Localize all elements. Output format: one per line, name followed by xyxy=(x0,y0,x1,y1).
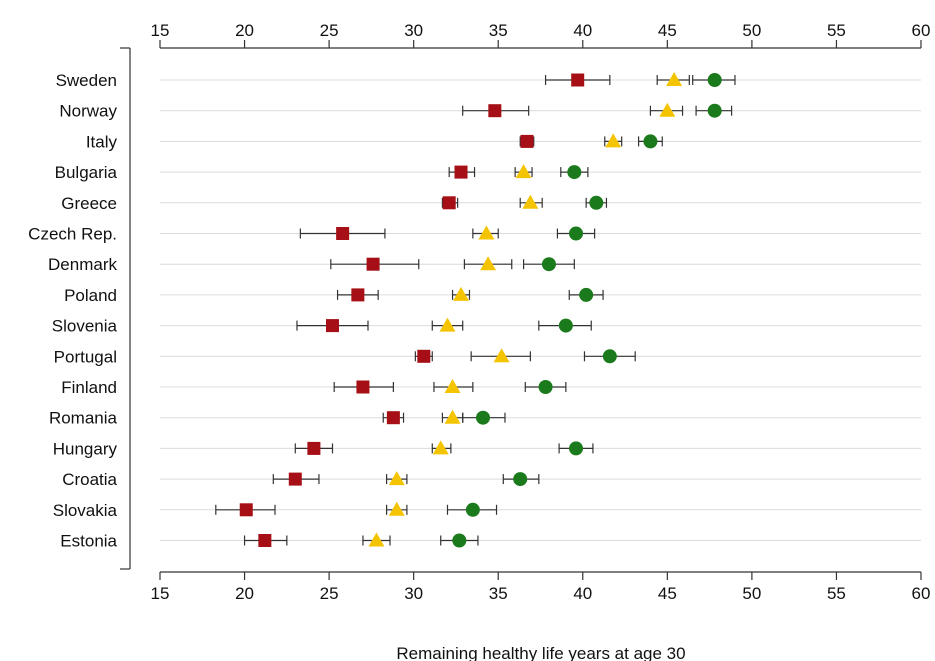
circle-marker xyxy=(589,195,604,210)
circle-marker xyxy=(567,165,582,180)
category-label: Poland xyxy=(64,286,117,305)
x-tick-label: 45 xyxy=(658,21,677,40)
category-label: Denmark xyxy=(48,255,117,274)
triangle-marker xyxy=(388,501,405,516)
triangle-marker xyxy=(478,225,495,240)
x-tick-label: 35 xyxy=(489,584,508,603)
x-tick-label: 40 xyxy=(573,21,592,40)
square-marker xyxy=(366,257,380,271)
circle-marker xyxy=(452,533,467,548)
square-marker xyxy=(307,441,321,455)
x-tick-label: 20 xyxy=(235,584,254,603)
triangle-marker xyxy=(368,532,385,547)
gridlines xyxy=(160,79,921,541)
triangle-marker xyxy=(493,348,510,363)
circle-marker xyxy=(513,472,528,487)
category-label: Croatia xyxy=(62,470,117,489)
square-marker xyxy=(417,349,431,363)
category-label: Hungary xyxy=(53,439,118,458)
category-label: Portugal xyxy=(54,347,117,366)
x-tick-label: 55 xyxy=(827,584,846,603)
category-label: Sweden xyxy=(56,71,117,90)
x-tick-label: 25 xyxy=(320,21,339,40)
circle-marker xyxy=(643,134,658,149)
x-tick-label: 60 xyxy=(912,584,931,603)
x-tick-label: 15 xyxy=(151,584,170,603)
triangle-marker xyxy=(605,133,622,148)
x-tick-label: 55 xyxy=(827,21,846,40)
x-axis-label: Remaining healthy life years at age 30 xyxy=(396,644,685,661)
triangle-marker xyxy=(439,317,456,332)
circle-marker xyxy=(541,257,556,272)
triangle-marker xyxy=(453,286,470,301)
x-tick-label: 15 xyxy=(151,21,170,40)
x-tick-label: 30 xyxy=(404,21,423,40)
circle-marker xyxy=(602,349,617,364)
category-label: Estonia xyxy=(60,532,117,551)
triangle-marker xyxy=(522,194,539,209)
category-label: Bulgaria xyxy=(55,163,118,182)
triangle-marker xyxy=(444,379,461,393)
category-label: Slovenia xyxy=(52,317,118,336)
square-marker xyxy=(356,380,370,394)
category-label: Slovakia xyxy=(53,501,118,520)
square-marker xyxy=(488,104,502,118)
triangle-marker xyxy=(432,440,449,455)
triangle-marker xyxy=(444,409,461,424)
circle-marker xyxy=(476,410,491,425)
axes: 15 20 25 30 35 40 45 50 55 60 15 20 25 30 35 40 45 50 55 60… xyxy=(28,21,930,603)
triangle-marker xyxy=(480,256,497,271)
circle-marker xyxy=(465,502,480,517)
square-marker xyxy=(325,319,339,333)
triangle-marker xyxy=(388,471,405,486)
circle-marker xyxy=(579,287,594,302)
circle-marker xyxy=(569,441,584,456)
square-marker xyxy=(239,503,253,517)
x-tick-label: 50 xyxy=(742,584,761,603)
category-label: Norway xyxy=(59,102,117,121)
triangle-marker xyxy=(515,164,532,179)
circle-marker xyxy=(558,318,573,333)
square-marker xyxy=(520,134,534,148)
category-label: Czech Rep. xyxy=(28,225,117,244)
x-tick-label: 50 xyxy=(742,21,761,40)
category-label: Italy xyxy=(86,132,118,151)
circle-marker xyxy=(707,73,722,87)
category-label: Romania xyxy=(49,409,118,428)
square-marker xyxy=(442,196,456,210)
square-marker xyxy=(386,411,400,425)
circle-marker xyxy=(569,226,584,241)
square-marker xyxy=(336,227,350,240)
circle-marker xyxy=(707,103,722,118)
square-marker xyxy=(351,288,365,302)
square-marker xyxy=(258,534,272,547)
x-tick-label: 20 xyxy=(235,21,254,40)
category-label: Finland xyxy=(61,378,117,397)
square-marker xyxy=(454,165,468,179)
x-tick-label: 45 xyxy=(658,584,677,603)
x-tick-label: 35 xyxy=(489,21,508,40)
square-marker xyxy=(288,472,302,486)
x-tick-label: 60 xyxy=(912,21,931,40)
x-tick-label: 25 xyxy=(320,584,339,603)
x-tick-label: 30 xyxy=(404,584,423,603)
circle-marker xyxy=(538,380,553,394)
triangle-marker xyxy=(659,102,676,117)
square-marker xyxy=(571,73,585,87)
category-label: Greece xyxy=(61,194,117,213)
triangle-marker xyxy=(666,72,683,86)
data-marks xyxy=(215,72,736,548)
x-tick-label: 40 xyxy=(573,584,592,603)
